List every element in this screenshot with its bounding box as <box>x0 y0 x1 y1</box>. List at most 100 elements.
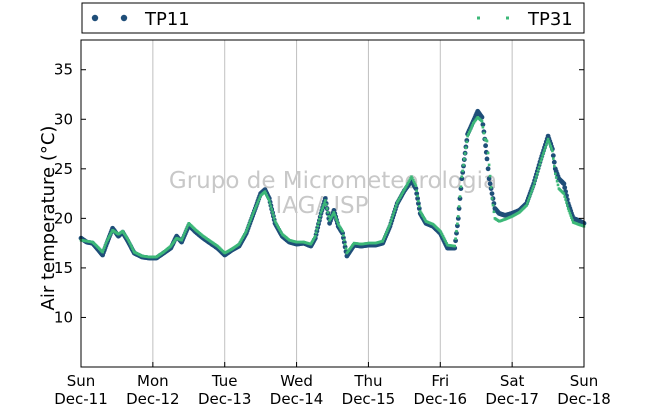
point-tp31 <box>392 212 395 215</box>
point-tp31 <box>337 224 341 227</box>
point-tp31 <box>488 174 492 178</box>
point-tp31 <box>312 238 315 241</box>
point-tp31 <box>254 204 258 208</box>
point-tp31 <box>324 203 328 206</box>
point-tp31 <box>387 225 391 228</box>
point-tp31 <box>238 241 242 244</box>
point-tp31 <box>310 241 314 244</box>
point-tp31 <box>423 217 426 220</box>
point-tp31 <box>442 236 446 240</box>
point-tp31 <box>398 196 402 199</box>
point-tp31 <box>466 134 469 138</box>
point-tp31 <box>537 165 541 169</box>
point-tp31 <box>411 177 414 180</box>
legend-entry-tp11: TP11 <box>91 9 190 30</box>
point-tp31 <box>420 213 424 216</box>
point-tp31 <box>463 152 467 155</box>
point-tp31 <box>406 181 410 185</box>
point-tp31 <box>325 207 329 210</box>
legend-marker-tp11 <box>120 14 128 22</box>
point-tp31 <box>554 172 557 176</box>
point-tp31 <box>382 237 385 241</box>
point-tp31 <box>409 177 412 180</box>
point-tp31 <box>538 162 542 166</box>
point-tp31 <box>536 172 539 175</box>
point-tp11 <box>489 191 495 197</box>
point-tp31 <box>265 193 268 197</box>
point-tp31 <box>243 233 246 236</box>
point-tp31 <box>404 185 408 188</box>
point-tp31 <box>273 220 277 223</box>
point-tp31 <box>256 200 260 204</box>
point-tp31 <box>315 228 319 231</box>
point-tp31 <box>268 199 271 202</box>
point-tp31 <box>279 229 282 233</box>
point-tp31 <box>311 239 314 243</box>
point-tp31 <box>391 214 394 218</box>
y-tick-label: 15 <box>54 259 73 277</box>
point-tp31 <box>440 233 444 236</box>
point-tp11 <box>561 181 567 187</box>
point-tp11 <box>484 156 490 162</box>
x-tick-label-date: Dec-17 <box>485 390 539 408</box>
point-tp31 <box>252 211 255 214</box>
point-tp31 <box>336 220 339 224</box>
point-tp31 <box>458 195 462 198</box>
point-tp31 <box>541 154 544 157</box>
point-tp31 <box>128 242 132 245</box>
legend-marker-tp31 <box>477 16 480 20</box>
point-tp31 <box>389 220 393 223</box>
point-tp31 <box>245 229 248 233</box>
point-tp31 <box>313 236 316 240</box>
point-tp31 <box>258 196 261 199</box>
point-tp31 <box>107 236 110 240</box>
point-tp31 <box>334 215 337 219</box>
point-tp31 <box>410 175 413 178</box>
point-tp31 <box>570 216 573 219</box>
point-tp31 <box>274 221 278 225</box>
point-tp31 <box>565 201 568 204</box>
point-tp31 <box>131 247 134 250</box>
point-tp31 <box>386 227 390 230</box>
x-tick-label-date: Dec-12 <box>126 390 180 408</box>
point-tp31 <box>539 159 543 163</box>
point-tp31 <box>330 214 334 217</box>
point-tp31 <box>546 137 550 141</box>
point-tp31 <box>251 213 254 217</box>
point-tp31 <box>388 223 392 226</box>
x-tick-label-date: Dec-14 <box>270 390 324 408</box>
point-tp31 <box>471 123 474 127</box>
x-tick-label-date: Dec-15 <box>342 390 396 408</box>
point-tp31 <box>267 197 270 200</box>
point-tp31 <box>413 182 417 186</box>
point-tp31 <box>321 206 324 209</box>
point-tp31 <box>527 196 531 200</box>
point-tp31 <box>549 144 552 148</box>
point-tp31 <box>275 223 279 226</box>
point-tp31 <box>339 227 343 230</box>
point-tp31 <box>529 191 533 195</box>
point-tp31 <box>344 247 348 250</box>
y-tick-label: 25 <box>54 160 73 178</box>
point-tp31 <box>105 239 109 243</box>
point-tp31 <box>386 229 389 232</box>
point-tp31 <box>106 238 109 241</box>
point-tp31 <box>492 210 496 214</box>
point-tp31 <box>482 131 486 135</box>
x-tick-label-day: Thu <box>353 372 382 390</box>
point-tp31 <box>103 246 106 249</box>
point-tp31 <box>422 215 425 219</box>
point-tp31 <box>443 238 447 242</box>
plot-frame <box>80 39 585 368</box>
x-tick-label-date: Dec-18 <box>557 390 611 408</box>
point-tp31 <box>532 184 535 187</box>
point-tp31 <box>453 244 456 248</box>
point-tp31 <box>186 224 190 227</box>
point-tp31 <box>395 201 399 204</box>
gridlines <box>152 40 513 367</box>
point-tp31 <box>329 217 332 221</box>
point-tp31 <box>530 189 534 192</box>
point-tp31 <box>485 139 489 143</box>
point-tp31 <box>525 204 528 207</box>
